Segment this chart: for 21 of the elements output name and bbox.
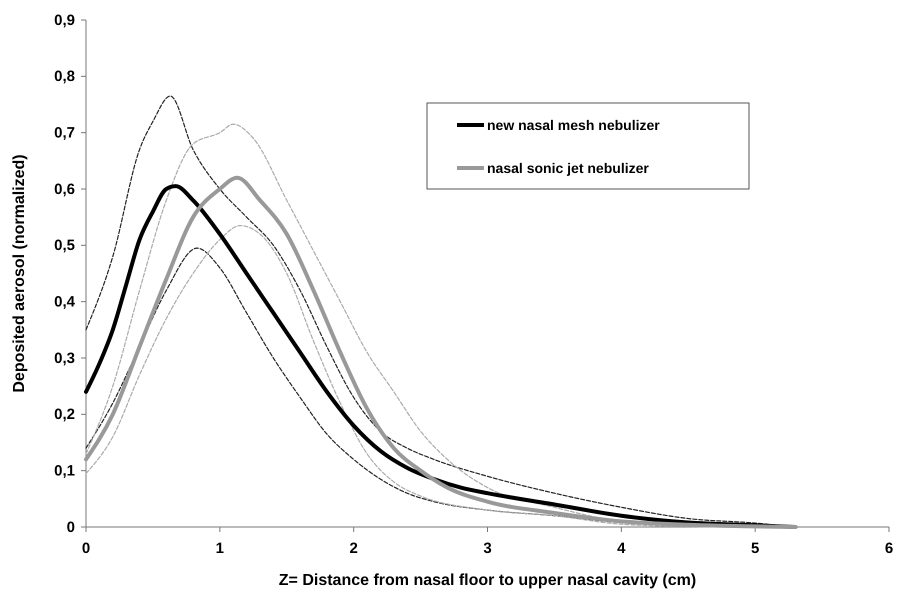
x-tick-label: 3 [483,540,492,557]
x-tick-label: 0 [82,540,90,557]
y-tick-label: 0,9 [54,12,75,29]
x-tick-label: 2 [349,540,358,557]
x-tick-label: 5 [750,540,760,557]
y-tick-label: 0,7 [54,124,75,142]
x-tick-label: 1 [216,540,224,557]
y-tick-label: 0,5 [54,237,75,254]
y-tick-label: 0,3 [54,350,75,367]
y-tick-label: 0,8 [54,68,75,86]
x-tick-label: 6 [884,540,894,557]
legend-label: new nasal mesh nebulizer [487,117,660,133]
y-tick-label: 0,4 [54,293,76,310]
y-axis-title: Deposited aerosol (normalized) [11,154,28,393]
y-tick-label: 0 [66,518,75,536]
y-tick-label: 0,2 [54,406,75,424]
x-tick-label: 4 [617,540,626,557]
legend-label: nasal sonic jet nebulizer [487,160,650,176]
x-axis-title: Z= Distance from nasal floor to upper nasal cavity (cm) [278,572,696,589]
y-tick-label: 0,1 [54,462,75,480]
y-tick-label: 0,6 [54,180,75,198]
